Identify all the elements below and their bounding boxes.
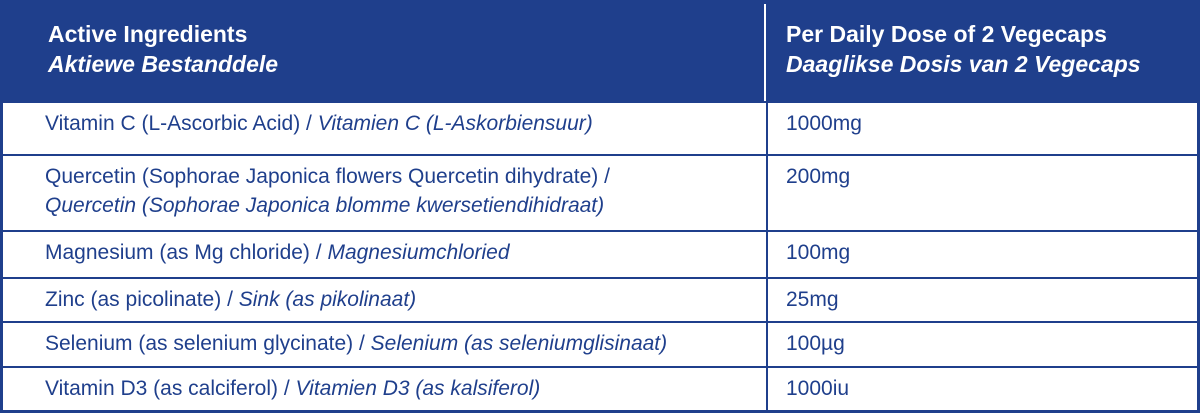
ingredient-cell: Magnesium (as Mg chloride) / Magnesiumch… [45, 238, 745, 267]
ingredient-cell: Vitamin C (L-Ascorbic Acid) / Vitamien C… [45, 109, 745, 138]
ingredient-english: Vitamin C (L-Ascorbic Acid) [45, 112, 301, 135]
table-row: Zinc (as picolinate) / Sink (as pikolina… [3, 277, 1197, 321]
ingredient-afrikaans: Quercetin (Sophorae Japonica blomme kwer… [45, 194, 605, 217]
ingredient-english: Quercetin (Sophorae Japonica flowers Que… [45, 165, 610, 188]
ingredient-afrikaans: Vitamien C (L-Askorbiensuur) [317, 112, 593, 135]
ingredients-header-english: Active Ingredients [48, 21, 248, 47]
dose-header-english: Per Daily Dose of 2 Vegecaps [786, 21, 1107, 47]
dose-cell: 25mg [786, 288, 839, 311]
dose-cell: 200mg [786, 165, 851, 188]
ingredient-afrikaans: Selenium (as seleniumglisinaat) [370, 332, 668, 355]
dose-cell: 1000iu [786, 377, 850, 400]
ingredient-afrikaans: Vitamien D3 (as kalsiferol) [295, 377, 541, 400]
table-row: Selenium (as selenium glycinate) / Selen… [3, 321, 1197, 366]
ingredient-english: Magnesium (as Mg chloride) [45, 241, 310, 264]
ingredient-afrikaans: Sink (as pikolinaat) [238, 288, 417, 311]
dose-header-afrikaans: Daaglikse Dosis van 2 Vegecaps [786, 51, 1141, 77]
language-separator: / [309, 241, 328, 264]
table-row: Magnesium (as Mg chloride) / Magnesiumch… [3, 230, 1197, 277]
table-row: Vitamin D3 (as calciferol) / Vitamien D3… [3, 366, 1197, 410]
dose-cell: 1000mg [786, 112, 862, 135]
ingredient-cell: Vitamin D3 (as calciferol) / Vitamien D3… [45, 374, 745, 403]
ingredients-header-afrikaans: Aktiewe Bestanddele [48, 51, 279, 77]
row-column-divider [766, 323, 768, 366]
ingredient-english: Selenium (as selenium glycinate) [45, 332, 354, 355]
dose-cell: 100µg [786, 332, 845, 355]
table-header: Active Ingredients Aktiewe Bestanddele P… [3, 0, 1197, 101]
ingredient-cell: Zinc (as picolinate) / Sink (as pikolina… [45, 285, 745, 314]
table-row: Quercetin (Sophorae Japonica flowers Que… [3, 154, 1197, 230]
language-separator: / [300, 112, 318, 135]
ingredient-english: Vitamin D3 (as calciferol) [45, 377, 279, 400]
language-separator: / [221, 288, 239, 311]
row-column-divider [766, 103, 768, 154]
ingredients-column-header: Active Ingredients Aktiewe Bestanddele [48, 19, 278, 79]
dose-cell: 100mg [786, 241, 851, 264]
header-column-divider [764, 4, 766, 101]
row-column-divider [766, 156, 768, 230]
row-column-divider [766, 232, 768, 277]
ingredient-afrikaans: Magnesiumchloried [327, 241, 510, 264]
ingredient-english: Zinc (as picolinate) [45, 288, 222, 311]
language-separator: / [353, 332, 371, 355]
ingredient-cell: Selenium (as selenium glycinate) / Selen… [45, 329, 745, 358]
ingredient-cell: Quercetin (Sophorae Japonica flowers Que… [45, 162, 745, 220]
language-separator: / [278, 377, 296, 400]
table-row: Vitamin C (L-Ascorbic Acid) / Vitamien C… [3, 101, 1197, 154]
row-column-divider [766, 368, 768, 410]
dose-column-header: Per Daily Dose of 2 Vegecaps Daaglikse D… [786, 19, 1141, 79]
row-column-divider [766, 279, 768, 321]
